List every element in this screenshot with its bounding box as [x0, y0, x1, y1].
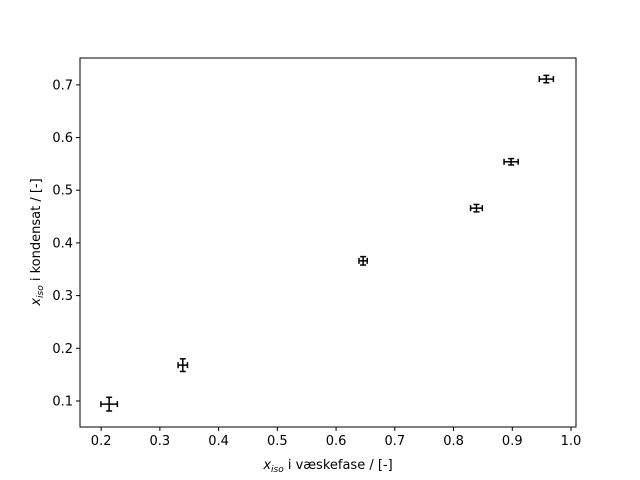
y-tick-label: 0.5: [52, 184, 73, 199]
x-label-var: x: [262, 458, 271, 473]
x-tick-label: 0.7: [384, 434, 405, 449]
x-axis-label: xiso i væskefase / [-]: [262, 458, 392, 475]
y-axis-label: xiso i kondensat / [-]: [29, 178, 46, 306]
x-tick-label: 0.6: [326, 434, 347, 449]
y-tick-label: 0.7: [52, 78, 73, 93]
y-tick-label: 0.6: [52, 131, 73, 146]
x-tick-label: 0.4: [208, 434, 229, 449]
x-tick-label: 0.9: [502, 434, 523, 449]
y-tick-label: 0.4: [52, 236, 73, 251]
x-label-text: i væskefase / [-]: [284, 458, 393, 473]
x-tick-label: 0.5: [267, 434, 288, 449]
y-tick-label: 0.2: [52, 342, 73, 357]
y-label-text: i kondensat / [-]: [29, 178, 44, 285]
x-label-sub: iso: [271, 465, 284, 475]
y-tick-label: 0.3: [52, 289, 73, 304]
x-tick-label: 0.3: [150, 434, 171, 449]
y-label-sub: iso: [36, 285, 46, 298]
y-label-var: x: [29, 298, 44, 307]
x-tick-label: 0.8: [443, 434, 464, 449]
y-tick-label: 0.1: [52, 394, 73, 409]
x-tick-label: 0.2: [91, 434, 112, 449]
x-tick-label: 1.0: [561, 434, 582, 449]
